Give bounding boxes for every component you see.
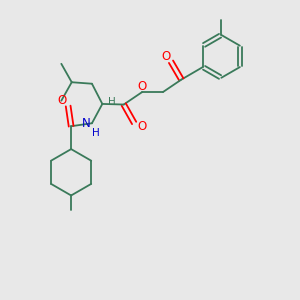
Text: O: O: [137, 120, 146, 133]
Text: H: H: [108, 98, 116, 107]
Text: H: H: [92, 128, 99, 138]
Text: O: O: [161, 50, 171, 63]
Text: O: O: [57, 94, 66, 106]
Text: N: N: [82, 117, 91, 130]
Text: O: O: [137, 80, 147, 93]
